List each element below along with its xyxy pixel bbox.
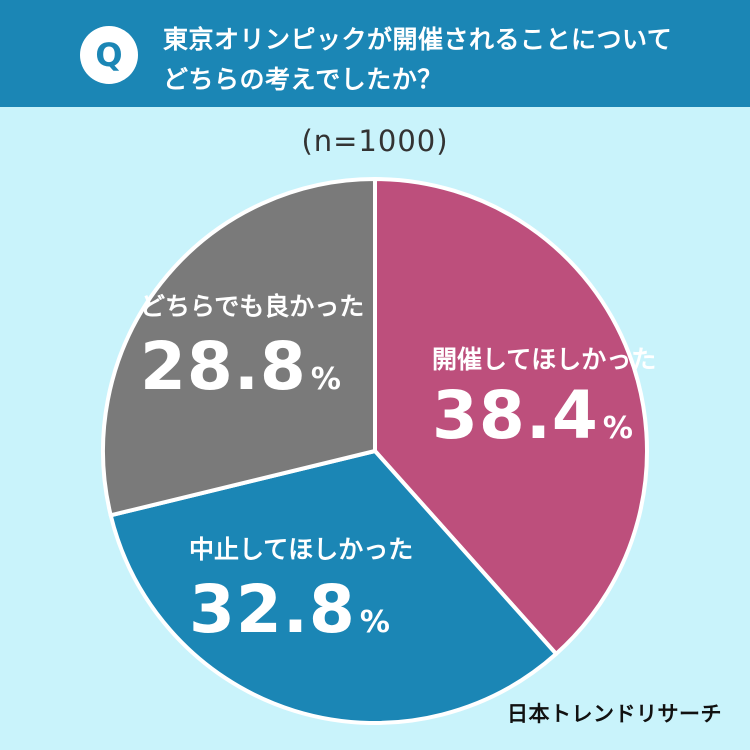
label-either-value-wrap: 28.8% bbox=[140, 332, 364, 415]
label-either-unit: % bbox=[310, 362, 342, 397]
label-cancel-value: 32.8 bbox=[189, 571, 356, 648]
sample-size: (n=1000) bbox=[301, 124, 449, 158]
brand-logo-text: 日本トレンドリサーチ bbox=[507, 702, 722, 726]
label-either-name: どちらでも良かった bbox=[140, 292, 365, 321]
pie-slice-open bbox=[373, 177, 649, 656]
pie-slice-cancel bbox=[108, 449, 559, 725]
question-header: Q 東京オリンピックが開催されることについて どちらの考えでしたか？ bbox=[0, 0, 750, 107]
label-cancel: 中止してほしかった 32.8% bbox=[189, 535, 413, 658]
question-line-2: どちらの考えでしたか？ bbox=[163, 65, 443, 94]
label-open-value: 38.4 bbox=[432, 377, 599, 454]
q-badge: Q bbox=[80, 26, 138, 84]
label-open-value-wrap: 38.4% bbox=[432, 381, 656, 464]
label-cancel-name: 中止してほしかった bbox=[189, 535, 414, 564]
pie-slice-either bbox=[101, 177, 377, 518]
label-cancel-value-wrap: 32.8% bbox=[189, 575, 413, 658]
question-line-1: 東京オリンピックが開催されることについて bbox=[163, 25, 673, 54]
question-text: 東京オリンピックが開催されることについて どちらの考えでしたか？ bbox=[163, 20, 723, 100]
label-either: どちらでも良かった 28.8% bbox=[140, 292, 364, 415]
label-open: 開催してほしかった 38.4% bbox=[432, 345, 656, 464]
label-open-name: 開催してほしかった bbox=[432, 345, 657, 374]
label-open-unit: % bbox=[602, 411, 634, 446]
label-either-value: 28.8 bbox=[140, 328, 307, 405]
label-cancel-unit: % bbox=[359, 605, 391, 640]
